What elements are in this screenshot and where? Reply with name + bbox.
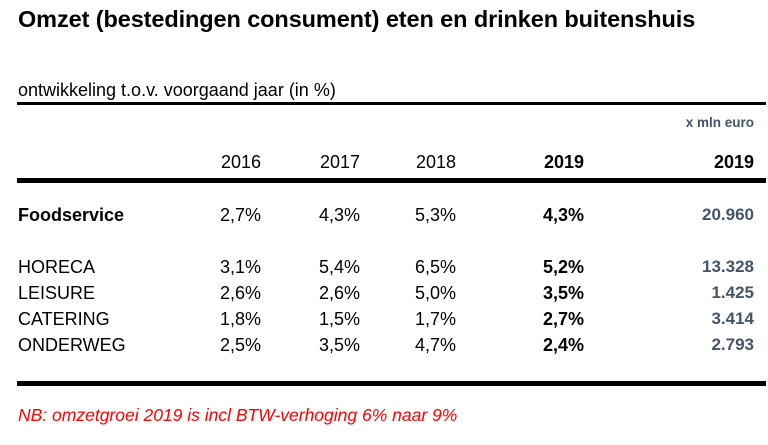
cell-2019-pct: 2,4% <box>542 335 584 355</box>
row-label: LEISURE <box>18 283 96 303</box>
footnote: NB: omzetgroei 2019 is incl BTW-verhogin… <box>18 405 458 425</box>
cell-2016: 2,5% <box>219 335 261 355</box>
row-label: ONDERWEG <box>18 335 126 355</box>
cell-2019-amount: 1.425 <box>711 283 754 302</box>
cell-2019-pct: 2,7% <box>542 309 584 329</box>
cell-2018: 5,0% <box>414 283 456 303</box>
cell-2017: 4,3% <box>318 205 360 225</box>
column-header-2019-pct: 2019 <box>543 152 584 172</box>
cell-2017: 5,4% <box>318 257 360 277</box>
bottom-divider <box>17 381 766 386</box>
cell-2019-pct: 3,5% <box>542 283 584 303</box>
cell-2017: 1,5% <box>318 309 360 329</box>
cell-2016: 1,8% <box>219 309 261 329</box>
table-row: ONDERWEG 2,5% 3,5% 4,7% 2,4% 2.793 <box>0 335 768 357</box>
cell-2019-pct: 5,2% <box>542 257 584 277</box>
cell-2017: 2,6% <box>318 283 360 303</box>
table-header-row: 2016 2017 2018 2019 2019 <box>0 152 768 174</box>
cell-2018: 5,3% <box>414 205 456 225</box>
table-row: CATERING 1,8% 1,5% 1,7% 2,7% 3.414 <box>0 309 768 331</box>
table-row: LEISURE 2,6% 2,6% 5,0% 3,5% 1.425 <box>0 283 768 305</box>
table-row-total: Foodservice 2,7% 4,3% 5,3% 4,3% 20.960 <box>0 205 768 227</box>
column-header-2017: 2017 <box>319 152 360 172</box>
cell-2017: 3,5% <box>318 335 360 355</box>
header-divider <box>17 178 766 183</box>
column-header-2018: 2018 <box>415 152 456 172</box>
cell-2016: 3,1% <box>219 257 261 277</box>
cell-2018: 4,7% <box>414 335 456 355</box>
column-header-2016: 2016 <box>220 152 261 172</box>
cell-2019-amount: 2.793 <box>711 335 754 354</box>
cell-2016: 2,6% <box>219 283 261 303</box>
unit-label: x mln euro <box>685 115 754 130</box>
column-header-2019-amount: 2019 <box>713 152 754 172</box>
cell-2018: 6,5% <box>414 257 456 277</box>
table-subtitle: ontwikkeling t.o.v. voorgaand jaar (in %… <box>18 80 336 100</box>
cell-2016: 2,7% <box>219 205 261 225</box>
row-label: Foodservice <box>18 205 125 225</box>
row-label: HORECA <box>18 257 96 277</box>
row-label: CATERING <box>18 309 110 329</box>
cell-2018: 1,7% <box>414 309 456 329</box>
page-title: Omzet (bestedingen consument) eten en dr… <box>18 6 696 32</box>
cell-2019-amount: 20.960 <box>702 205 754 224</box>
table-row: HORECA 3,1% 5,4% 6,5% 5,2% 13.328 <box>0 257 768 279</box>
cell-2019-pct: 4,3% <box>542 205 584 225</box>
cell-2019-amount: 3.414 <box>711 309 754 328</box>
top-divider <box>17 102 766 105</box>
cell-2019-amount: 13.328 <box>702 257 754 276</box>
